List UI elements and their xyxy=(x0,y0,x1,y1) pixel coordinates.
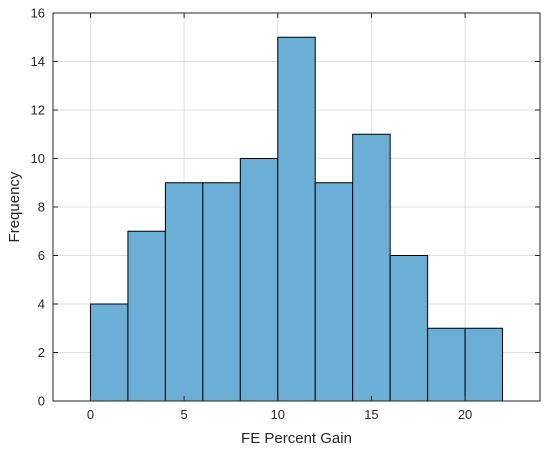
histogram-bar xyxy=(202,182,241,402)
x-tick-label: 20 xyxy=(458,407,472,422)
y-tick-label: 16 xyxy=(31,6,45,21)
ticks-layer: 0 5 10 15 20 0 2 4 6 8 10 12 14 16 xyxy=(31,6,540,422)
histogram-bar xyxy=(464,327,504,402)
y-tick-label: 12 xyxy=(31,103,45,118)
x-tick-label: 10 xyxy=(271,407,285,422)
x-tick-label: 5 xyxy=(180,407,187,422)
y-tick-label: 14 xyxy=(31,54,45,69)
histogram-bar xyxy=(164,182,204,402)
histogram-bar xyxy=(427,327,466,402)
histogram-bar xyxy=(389,255,429,402)
histogram-bar xyxy=(89,303,129,402)
x-axis-label: FE Percent Gain xyxy=(241,430,352,447)
y-tick-label: 10 xyxy=(31,151,45,166)
histogram-bar xyxy=(314,182,354,402)
y-tick-label: 4 xyxy=(38,297,45,312)
y-tick-label: 0 xyxy=(38,394,45,409)
x-tick-label: 0 xyxy=(87,407,94,422)
histogram-bar xyxy=(239,158,279,402)
y-tick-label: 8 xyxy=(38,200,45,215)
y-axis-label: Frequency xyxy=(6,171,23,242)
histogram-bar xyxy=(352,133,391,402)
y-tick-label: 2 xyxy=(38,345,45,360)
labels-layer: FE Percent Gain Frequency xyxy=(6,171,352,447)
histogram-bar xyxy=(277,36,316,402)
bars-layer xyxy=(89,36,504,402)
y-tick-label: 6 xyxy=(38,248,45,263)
x-tick-label: 15 xyxy=(364,407,378,422)
histogram-bar xyxy=(127,230,166,402)
